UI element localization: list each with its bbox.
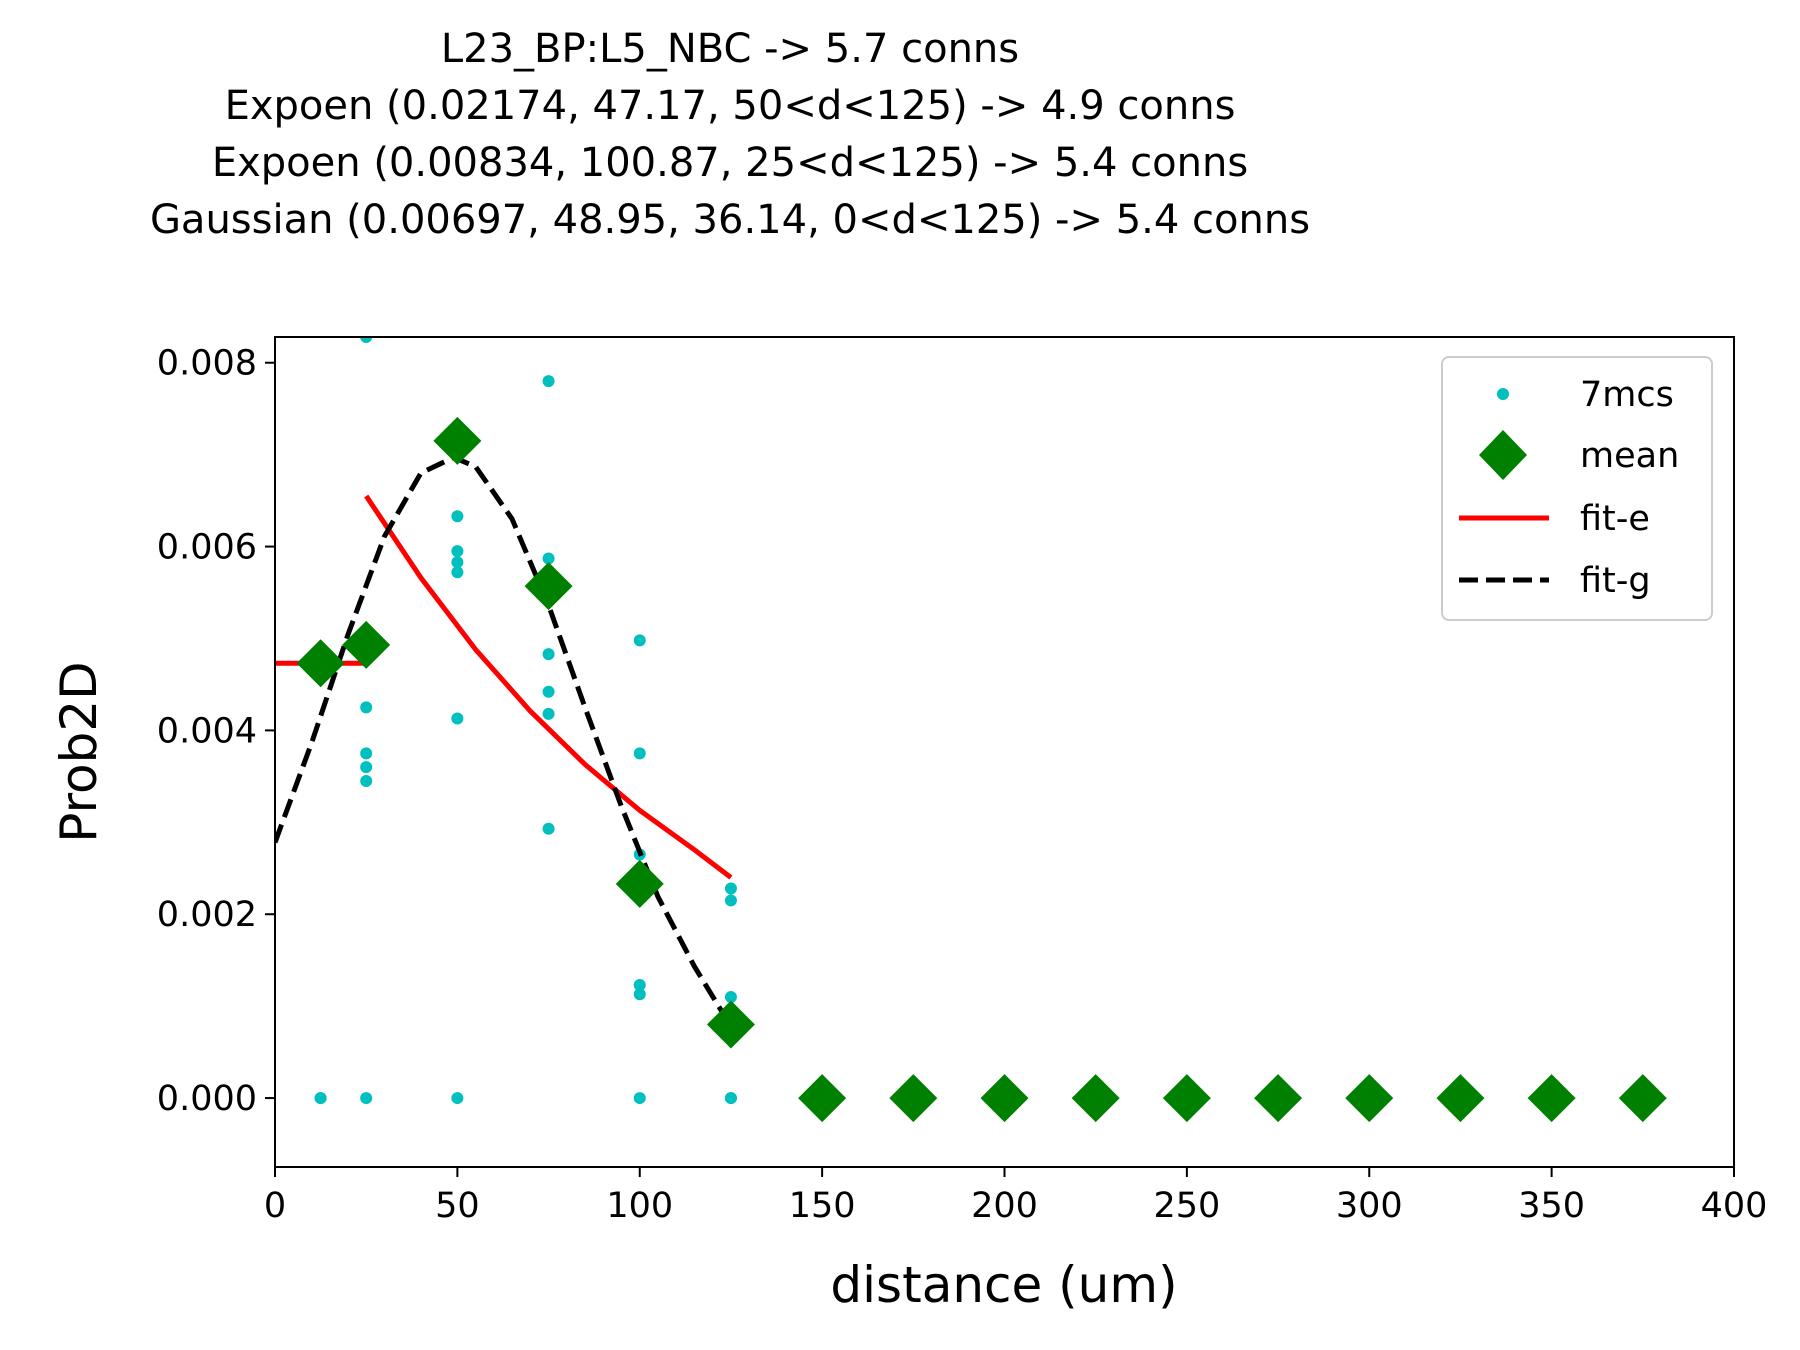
point-7mcs — [542, 648, 555, 661]
marker-mean — [1162, 1074, 1211, 1123]
point-7mcs — [314, 1092, 327, 1105]
x-tick-label: 200 — [971, 1186, 1038, 1226]
point-7mcs — [360, 774, 373, 787]
legend-label-mean: mean — [1580, 436, 1679, 476]
y-tick-label: 0.004 — [157, 711, 257, 751]
legend: 7mcs mean fit-e fit-g — [1441, 356, 1713, 621]
point-7mcs — [633, 988, 646, 1001]
marker-mean — [615, 859, 664, 908]
x-axis-label: distance (um) — [830, 1256, 1177, 1314]
legend-label-7mcs: 7mcs — [1580, 375, 1674, 415]
point-7mcs — [633, 634, 646, 647]
marker-mean — [889, 1074, 938, 1123]
marker-mean — [706, 1000, 755, 1049]
marker-mean — [798, 1074, 847, 1123]
title-line-1: L23_BP:L5_NBC -> 5.7 conns — [441, 26, 1019, 72]
marker-mean — [433, 416, 482, 465]
point-7mcs — [724, 882, 737, 895]
y-tick-label: 0.006 — [157, 528, 257, 568]
point-7mcs — [724, 990, 737, 1003]
title-line-4: Gaussian (0.00697, 48.95, 36.14, 0<d<125… — [150, 197, 1310, 243]
point-7mcs — [633, 747, 646, 760]
x-tick-label: 0 — [264, 1186, 286, 1226]
point-7mcs — [360, 701, 373, 714]
marker-mean — [1436, 1074, 1485, 1123]
point-7mcs — [451, 510, 464, 523]
chart-title: L23_BP:L5_NBC -> 5.7 conns Expoen (0.021… — [150, 26, 1310, 243]
legend-marker-7mcs — [1497, 388, 1509, 400]
x-tick-label: 250 — [1153, 1186, 1220, 1226]
x-tick-label: 100 — [606, 1186, 673, 1226]
point-7mcs — [360, 337, 373, 343]
y-tick-label: 0.008 — [157, 344, 257, 384]
point-7mcs — [633, 1092, 646, 1105]
marker-mean — [524, 562, 573, 611]
title-line-3: Expoen (0.00834, 100.87, 25<d<125) -> 5.… — [212, 140, 1248, 186]
marker-mean — [342, 620, 391, 669]
x-tick-label: 50 — [435, 1186, 480, 1226]
marker-mean — [1345, 1074, 1394, 1123]
marker-mean — [296, 639, 345, 688]
y-axis-label: Prob2D — [50, 661, 108, 842]
title-line-2: Expoen (0.02174, 47.17, 50<d<125) -> 4.9… — [225, 83, 1236, 129]
point-7mcs — [724, 1092, 737, 1105]
plot-series — [275, 337, 1667, 1123]
x-tick-label: 150 — [789, 1186, 856, 1226]
point-7mcs — [451, 1092, 464, 1105]
y-tick-label: 0.002 — [157, 895, 257, 935]
plot-area — [275, 337, 1667, 1123]
point-7mcs — [633, 979, 646, 992]
point-7mcs — [360, 747, 373, 760]
legend-box — [1441, 356, 1713, 621]
point-7mcs — [360, 761, 373, 774]
point-7mcs — [451, 556, 464, 569]
marker-mean — [1618, 1074, 1667, 1123]
point-7mcs — [542, 552, 555, 565]
line-fit-g — [275, 454, 734, 1028]
x-tick-label: 300 — [1336, 1186, 1403, 1226]
y-axis: 0.000 0.002 0.004 0.006 0.008 — [157, 344, 275, 1119]
marker-mean — [1254, 1074, 1303, 1123]
point-7mcs — [542, 375, 555, 388]
point-7mcs — [724, 894, 737, 907]
point-7mcs — [542, 685, 555, 698]
y-tick-label: 0.000 — [157, 1079, 257, 1119]
marker-mean — [980, 1074, 1029, 1123]
marker-mean — [1071, 1074, 1120, 1123]
x-tick-label: 350 — [1518, 1186, 1585, 1226]
point-7mcs — [451, 712, 464, 725]
line-fit-e — [364, 494, 733, 880]
x-tick-label: 400 — [1701, 1186, 1768, 1226]
point-7mcs — [542, 707, 555, 720]
point-7mcs — [451, 545, 464, 558]
point-7mcs — [451, 566, 464, 579]
point-7mcs — [542, 822, 555, 835]
legend-label-fit-e: fit-e — [1580, 499, 1650, 539]
legend-label-fit-g: fit-g — [1580, 561, 1651, 601]
legend-marker-mean — [1479, 430, 1527, 480]
marker-mean — [1527, 1074, 1576, 1123]
x-axis: 0 50 100 150 200 250 300 350 400 — [264, 1167, 1768, 1226]
point-7mcs — [360, 1092, 373, 1105]
